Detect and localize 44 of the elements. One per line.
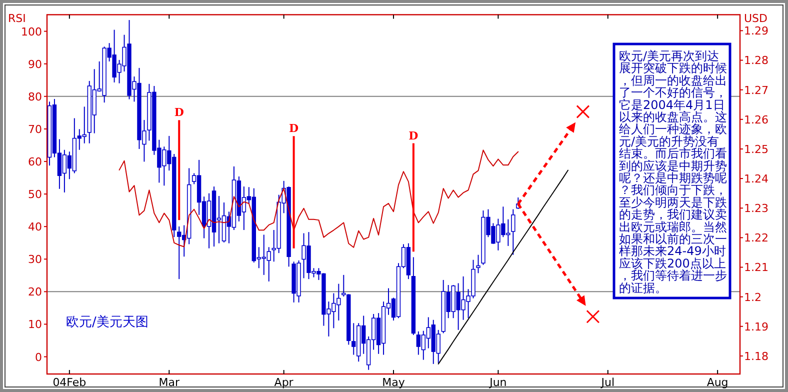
y2-tick-label: 1.2 [744,290,762,304]
bar [292,136,295,248]
y-tick-label: 0 [35,350,42,364]
x-tick-label: May [382,376,406,389]
y-tick-label: 40 [28,220,42,234]
text: 欧元/美元再次到达展开突破下跌的时候，但周一的收盘给出了一个不好的信号，它是2004年4月1日以来的收盘高点。这给人们一种迹象，欧元/美元的升势没有结束。而后市我们看到的应该是中期升势呢？还是中期跌势呢？我们倾向于下跌，至少今明两天是下跌的走势，我们建议卖出欧元或瑞郎。当然如果和以前的三次一样那未来24-49小时应该下跌200点以上，我们等待着进一步的证据。 [619,49,727,295]
y-tick-label: 90 [28,58,42,71]
y2-tick-label: 1.23 [744,202,768,216]
y-tick-label: 20 [28,286,42,299]
y2-tick-label: 1.28 [744,54,768,68]
x-tick-label: Jun [488,376,507,389]
y-tick-label: 70 [28,122,42,136]
y-tick-label: 10 [28,318,42,332]
line-series [118,150,519,248]
y2-tick-label: 1.27 [744,84,768,97]
x-tick-label: Jul [600,376,615,389]
candlestick [476,254,480,274]
annotation: D [174,106,184,120]
candlestick [511,208,516,256]
y2-tick-label: 1.22 [744,232,768,245]
y2-tick-label: 1.19 [744,320,768,334]
y2-tick-label: 1.18 [744,350,768,363]
y2-tick-label: 1.25 [744,142,768,156]
bar [178,120,180,220]
y-axis-title: RSI [8,12,26,25]
y2-tick-label: 1.29 [744,24,768,38]
y2-tick-label: 1.24 [744,172,768,186]
annotation: D [408,129,419,142]
y-tick-label: 30 [28,253,42,266]
x-tick-label: Aug [706,376,728,389]
line-series [438,170,568,364]
y2-tick-label: 1.26 [744,113,768,126]
y2-tick-label: 1.21 [744,261,768,274]
y2-axis-title: USD [744,12,768,25]
annotation: D [289,122,300,136]
x-tick-label: Apr [274,376,294,389]
y-tick-label: 80 [28,90,42,104]
y-tick-label: 50 [28,188,42,202]
annotation: 欧元/美元天图 [66,314,148,330]
bar [412,143,414,252]
y-tick-label: 100 [21,25,42,38]
x-tick-label: 04Feb [52,376,86,389]
x-tick-label: Mar [158,376,180,389]
y-tick-label: 60 [28,155,42,168]
